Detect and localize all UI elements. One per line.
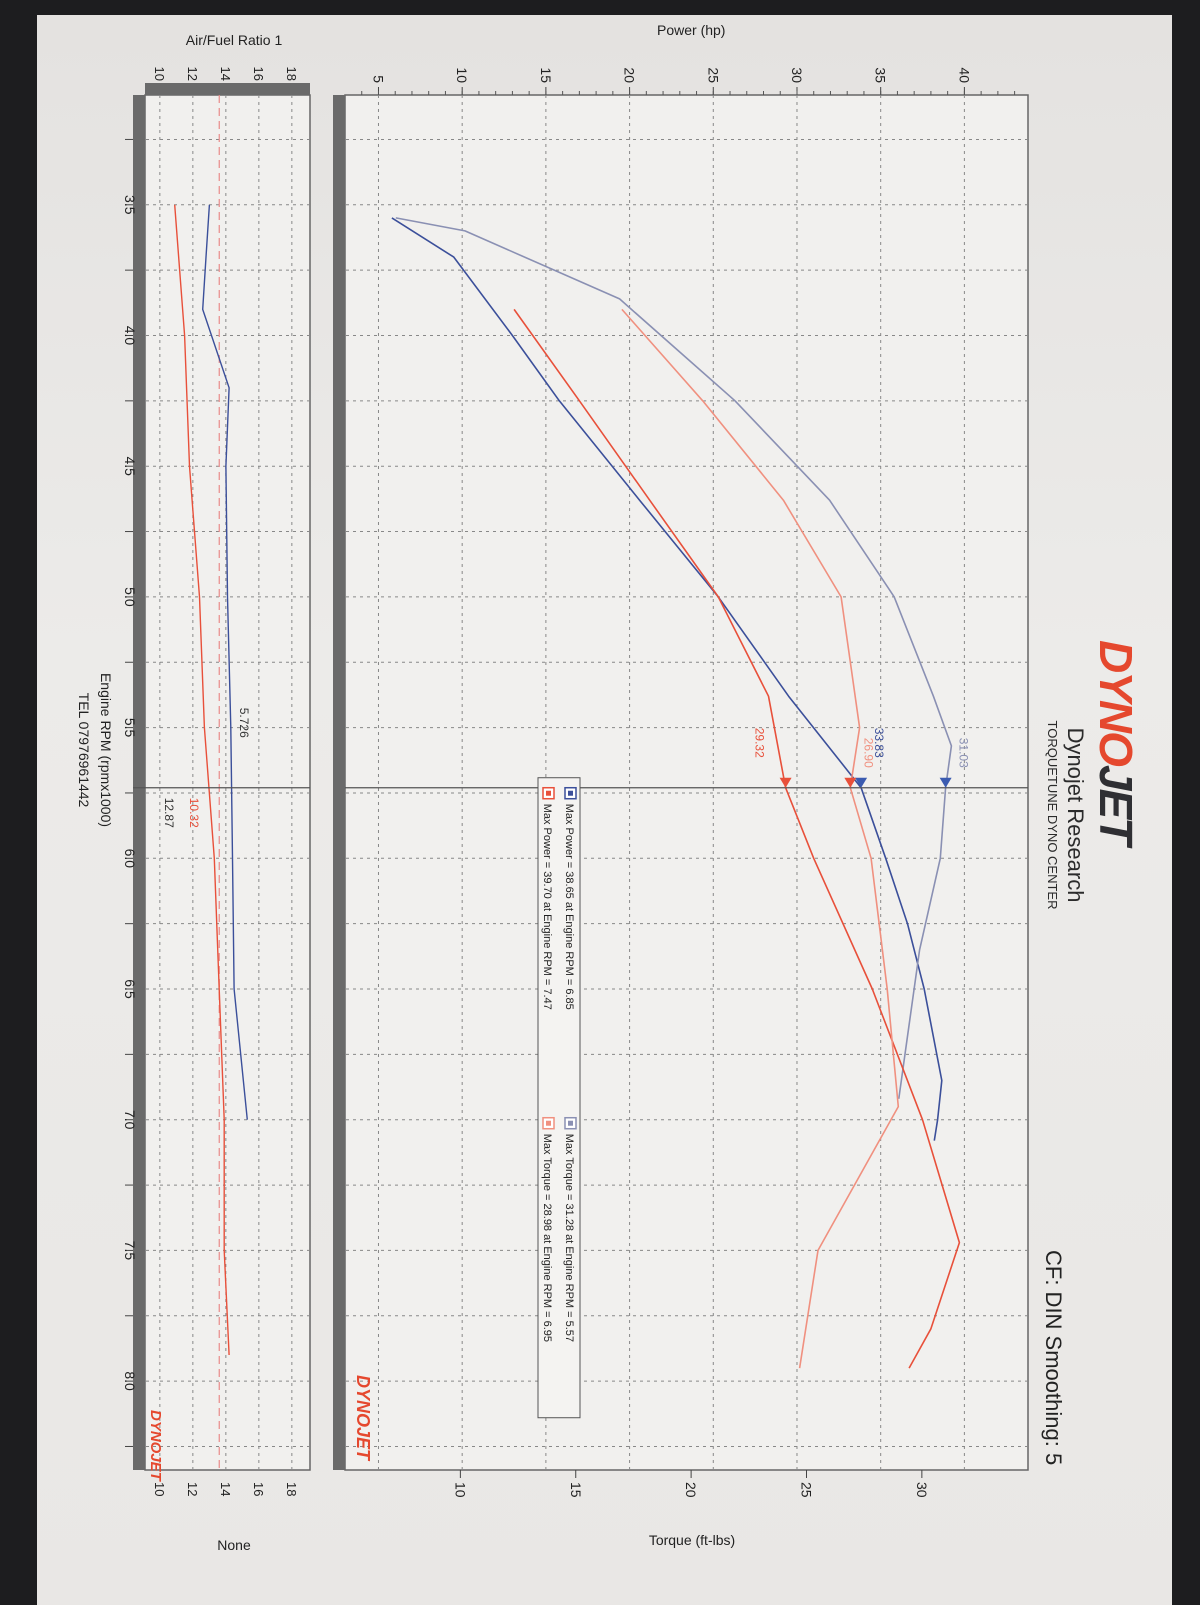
- cursor-marker: [855, 777, 868, 788]
- legend-entry: Max Power = 38.65 at Engine RPM = 6.85: [563, 804, 575, 1010]
- afr-tick-label: 18: [284, 67, 299, 81]
- legend-swatch-fill: [568, 790, 573, 796]
- afr-cursor-label: 5.726: [237, 708, 251, 738]
- power-tick-label: 40: [956, 67, 972, 83]
- afr-watermark-logo: DYNOJET: [147, 1410, 164, 1483]
- power-tick-label: 5: [370, 75, 386, 83]
- power-tick-label: 25: [705, 67, 721, 83]
- cursor-marker: [844, 777, 857, 788]
- afr-tick-label: 12: [185, 67, 200, 81]
- rpm-tick-label: 7.5: [122, 1241, 138, 1261]
- rpm-tick-label: 5.5: [122, 718, 138, 738]
- afr-plot-area: [144, 94, 311, 1471]
- cursor-value-label: 31.03: [957, 738, 971, 768]
- afr-cursor-label: 10.32: [187, 798, 201, 828]
- power-tick-label: 30: [789, 67, 805, 83]
- legend-swatch-fill: [546, 1120, 551, 1126]
- rpm-tick-label: 8.0: [122, 1371, 138, 1391]
- legend-entry: Max Torque = 28.98 at Engine RPM = 6.95: [541, 1134, 553, 1342]
- rpm-tick-label: 4.0: [122, 326, 138, 346]
- rpm-tick-label: 4.5: [122, 456, 138, 476]
- afr-tick-label: 14: [218, 67, 233, 81]
- power-tick-label: 20: [622, 67, 638, 83]
- afr-right-tick-label: 10: [152, 1482, 167, 1496]
- rpm-tick-label: 7.0: [122, 1110, 138, 1130]
- rpm-tick-label: 5.0: [122, 587, 138, 607]
- torque-tick-label: 25: [798, 1482, 814, 1498]
- power-tick-label: 35: [873, 67, 889, 83]
- legend-swatch-fill: [546, 790, 551, 796]
- afr-cursor-label: 12.87: [162, 798, 176, 828]
- torque-tick-label: 10: [452, 1482, 468, 1498]
- afr-right-tick-label: 16: [251, 1482, 266, 1496]
- rpm-tick-label: 6.0: [122, 849, 138, 869]
- torque-tick-label: 15: [568, 1482, 584, 1498]
- cursor-value-label: 29.32: [753, 728, 767, 758]
- cursor-value-label: 26.90: [861, 738, 875, 768]
- watermark-logo: DYNOJET: [353, 1375, 373, 1462]
- legend-entry: Max Torque = 31.28 at Engine RPM = 5.57: [563, 1134, 575, 1342]
- power-tick-label: 10: [454, 67, 470, 83]
- legend-swatch-fill: [568, 1120, 573, 1126]
- afr-tick-label: 16: [251, 67, 266, 81]
- rpm-tick-label: 3.5: [122, 195, 138, 215]
- cursor-marker: [939, 777, 952, 788]
- torque-tick-label: 30: [914, 1482, 930, 1498]
- power-tick-label: 15: [538, 67, 554, 83]
- blue-power-afr-curve: [201, 204, 248, 1120]
- rpm-tick-label: 6.5: [122, 979, 138, 999]
- blue-torque-curve: [395, 217, 953, 1099]
- legend-box: [537, 777, 581, 1419]
- cursor-value-label: 33.83: [872, 728, 886, 758]
- red-power-curve: [513, 308, 961, 1369]
- blue-power-curve: [391, 217, 943, 1141]
- afr-tick-label: 10: [152, 67, 167, 81]
- cursor-marker: [779, 777, 792, 788]
- afr-right-tick-label: 12: [185, 1482, 200, 1496]
- legend-entry: Max Power = 39.70 at Engine RPM = 7.47: [541, 804, 553, 1010]
- main-plot-area: [344, 94, 1029, 1471]
- afr-right-tick-label: 18: [284, 1482, 299, 1496]
- red-power-afr-curve: [174, 204, 230, 1356]
- torque-tick-label: 20: [683, 1482, 699, 1498]
- afr-right-tick-label: 14: [218, 1482, 233, 1496]
